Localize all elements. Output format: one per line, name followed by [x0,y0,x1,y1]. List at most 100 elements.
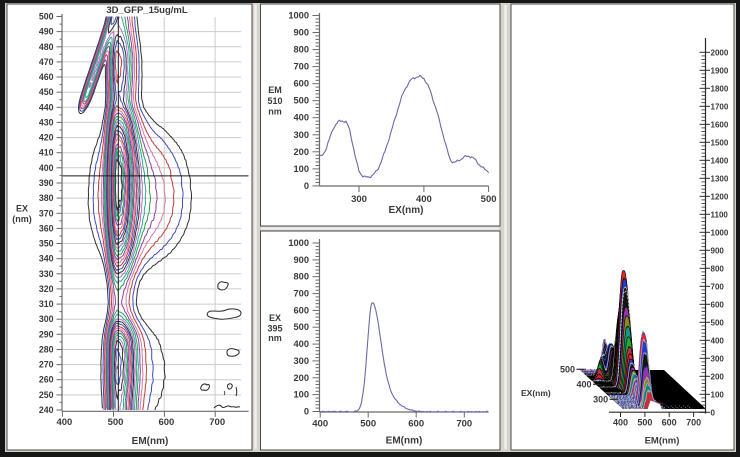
svg-text:600: 600 [711,301,725,310]
svg-text:1500: 1500 [711,139,729,148]
svg-text:500: 500 [293,322,309,332]
svg-text:470: 470 [39,57,54,67]
svg-text:300: 300 [593,395,608,405]
svg-text:(nm): (nm) [12,214,32,224]
svg-text:1800: 1800 [711,85,729,94]
svg-text:350: 350 [39,239,54,249]
svg-text:EM(nm): EM(nm) [132,436,169,447]
svg-text:200: 200 [293,147,309,157]
svg-text:600: 600 [293,305,309,315]
svg-text:360: 360 [39,223,54,233]
svg-text:280: 280 [39,345,54,355]
svg-text:400: 400 [56,417,72,428]
svg-text:nm: nm [268,107,282,117]
svg-text:700: 700 [711,283,725,292]
svg-text:480: 480 [39,42,54,52]
svg-text:440: 440 [39,102,54,112]
svg-text:2000: 2000 [711,49,729,58]
svg-text:0: 0 [304,181,309,191]
svg-text:510: 510 [267,96,282,106]
svg-text:600: 600 [662,418,677,428]
svg-text:260: 260 [39,375,54,385]
svg-text:700: 700 [293,62,309,72]
svg-text:900: 900 [293,28,309,38]
svg-text:800: 800 [293,45,309,55]
svg-text:1600: 1600 [711,121,729,130]
svg-text:400: 400 [39,163,54,173]
svg-text:700: 700 [686,418,701,428]
svg-text:600: 600 [408,419,424,430]
svg-text:900: 900 [711,247,725,256]
svg-text:600: 600 [158,417,174,428]
svg-text:700: 700 [209,417,225,428]
svg-text:370: 370 [39,208,54,218]
svg-text:EM(nm): EM(nm) [645,436,680,447]
svg-text:500: 500 [108,417,124,428]
svg-text:300: 300 [39,314,54,324]
svg-text:500: 500 [637,418,652,428]
svg-text:1100: 1100 [711,211,729,220]
svg-text:1300: 1300 [711,175,729,184]
svg-text:600: 600 [293,79,309,89]
svg-text:490: 490 [39,27,54,37]
svg-text:400: 400 [711,337,725,346]
svg-text:300: 300 [351,194,367,205]
svg-text:100: 100 [711,391,725,400]
svg-text:800: 800 [711,265,725,274]
svg-text:3D_GFP_15ug/mL: 3D_GFP_15ug/mL [106,5,187,16]
svg-text:430: 430 [39,117,54,127]
svg-text:100: 100 [293,390,309,400]
svg-text:1000: 1000 [711,229,729,238]
svg-text:800: 800 [293,272,309,282]
svg-text:EM: EM [268,85,282,95]
svg-text:0: 0 [711,409,716,418]
svg-text:EX: EX [269,313,281,323]
svg-text:460: 460 [39,72,54,82]
svg-text:1700: 1700 [711,103,729,112]
svg-text:1000: 1000 [288,11,309,21]
svg-text:1000: 1000 [288,238,309,248]
svg-text:100: 100 [293,164,309,174]
svg-text:900: 900 [293,255,309,265]
svg-text:450: 450 [39,87,54,97]
svg-text:410: 410 [39,148,54,158]
svg-text:400: 400 [613,418,628,428]
svg-text:300: 300 [293,356,309,366]
svg-text:400: 400 [576,380,591,390]
svg-text:380: 380 [39,193,54,203]
svg-text:700: 700 [293,289,309,299]
svg-text:EX: EX [16,204,28,214]
svg-text:EX(nm): EX(nm) [389,205,424,216]
svg-text:1200: 1200 [711,193,729,202]
svg-text:395: 395 [267,324,282,334]
svg-text:300: 300 [293,130,309,140]
svg-text:300: 300 [711,355,725,364]
svg-text:EM(nm): EM(nm) [386,436,423,447]
svg-text:500: 500 [481,194,497,205]
svg-text:1400: 1400 [711,157,729,166]
svg-text:250: 250 [39,390,54,400]
svg-text:500: 500 [360,419,376,430]
svg-text:270: 270 [39,360,54,370]
svg-text:200: 200 [293,373,309,383]
svg-text:330: 330 [39,269,54,279]
svg-text:400: 400 [293,339,309,349]
svg-text:240: 240 [39,405,54,415]
svg-text:500: 500 [293,96,309,106]
svg-text:nm: nm [268,333,282,343]
svg-text:400: 400 [293,113,309,123]
svg-text:0: 0 [304,407,309,417]
svg-text:340: 340 [39,254,54,264]
svg-text:500: 500 [711,319,725,328]
svg-text:EX(nm): EX(nm) [521,388,551,398]
svg-text:420: 420 [39,133,54,143]
svg-text:700: 700 [456,419,472,430]
svg-text:400: 400 [416,194,432,205]
svg-text:310: 310 [39,299,54,309]
svg-text:500: 500 [39,12,54,22]
svg-text:290: 290 [39,329,54,339]
svg-text:500: 500 [560,365,575,375]
svg-text:400: 400 [312,419,328,430]
svg-text:320: 320 [39,284,54,294]
svg-text:1900: 1900 [711,67,729,76]
